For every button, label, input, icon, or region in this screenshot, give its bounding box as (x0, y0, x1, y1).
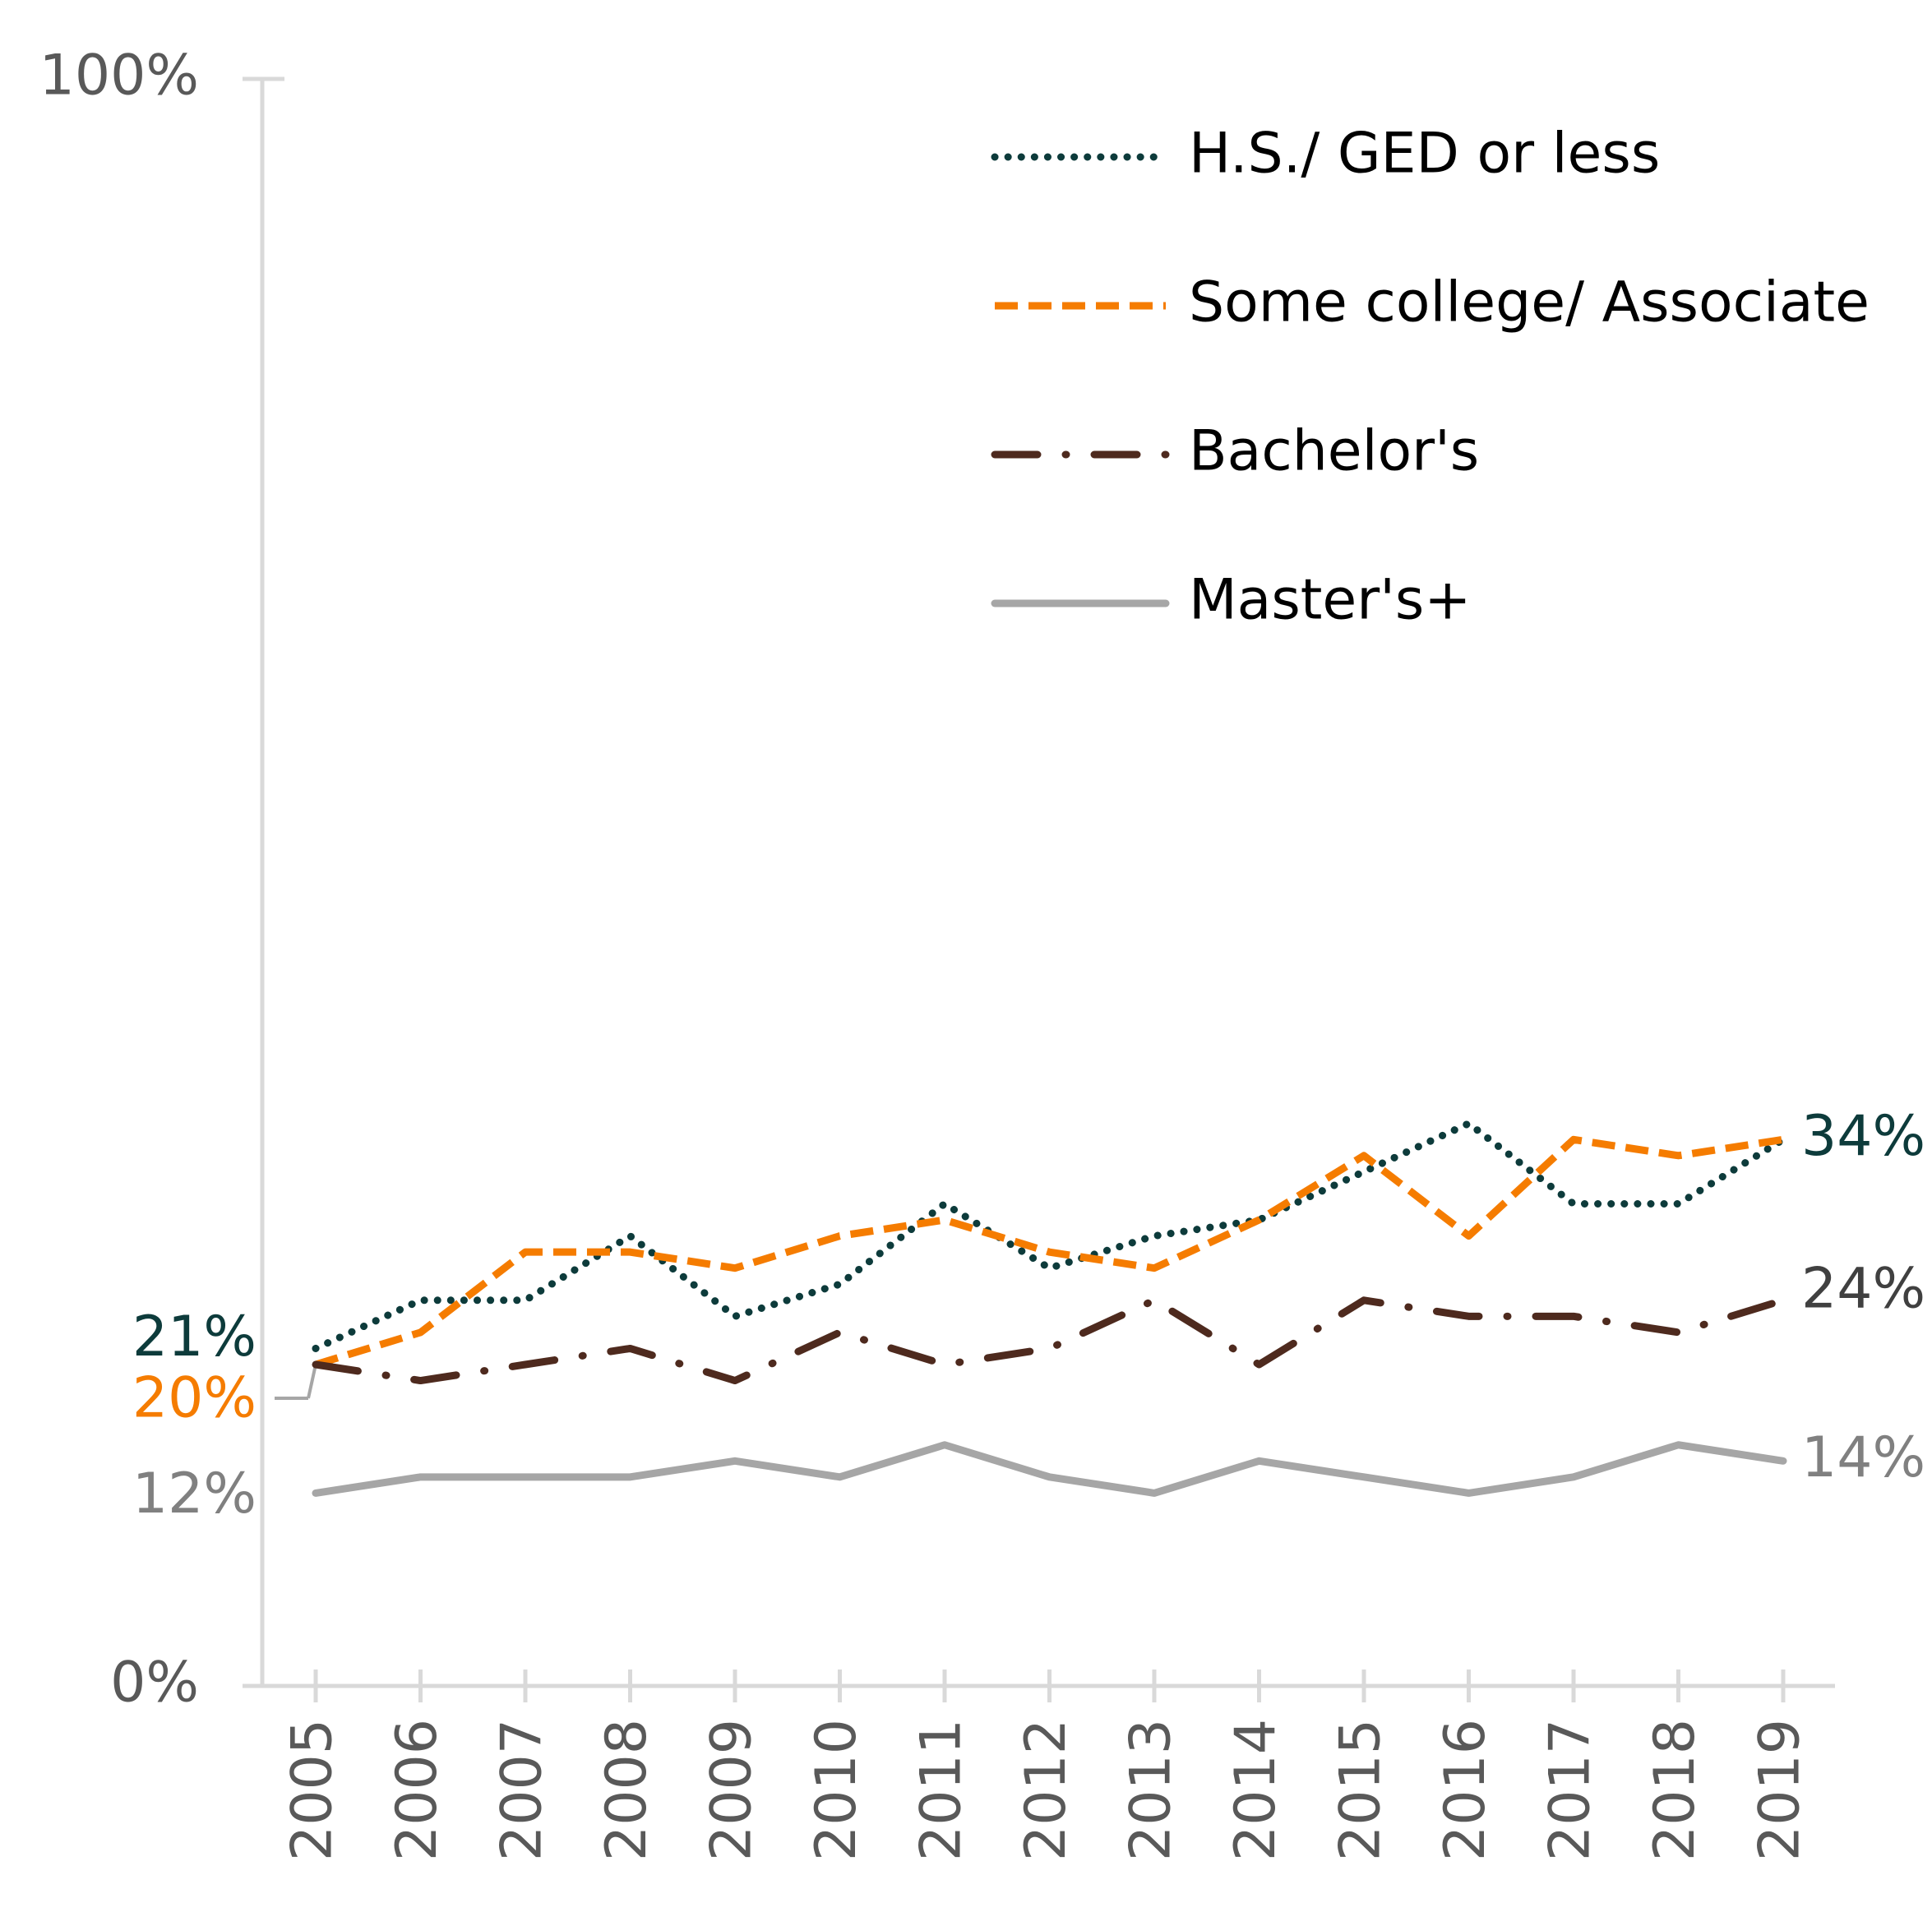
series-line (312, 1296, 1787, 1385)
data-label: 21% (132, 1305, 257, 1369)
series-line (312, 1120, 1787, 1352)
x-tick-label: 2016 (1433, 1719, 1498, 1861)
x-tick-label: 2008 (594, 1719, 659, 1861)
x-tick-label: 2014 (1223, 1719, 1288, 1861)
x-tick-label: 2017 (1538, 1719, 1603, 1861)
x-tick-label: 2009 (700, 1719, 765, 1861)
legend-label: Master's+ (1189, 568, 1471, 633)
leader-line (307, 1364, 317, 1399)
data-label: 14% (1801, 1425, 1925, 1490)
x-tick-label: 2013 (1119, 1719, 1184, 1861)
series-line (314, 1135, 1784, 1369)
data-label: 20% (132, 1366, 257, 1431)
x-tick-label: 2011 (909, 1719, 974, 1861)
data-label: 12% (132, 1462, 257, 1526)
x-tick-label: 2010 (804, 1719, 869, 1861)
data-label: 34% (1801, 1104, 1925, 1169)
x-tick-label: 2007 (490, 1719, 555, 1861)
y-tick-label: 100% (39, 44, 199, 109)
series-line (312, 1441, 1787, 1497)
x-tick-label: 2015 (1329, 1719, 1394, 1861)
y-tick-label: 0% (110, 1651, 199, 1716)
legend-label: Some college/ Associate (1189, 270, 1870, 335)
x-tick-label: 2005 (280, 1719, 345, 1861)
data-label: 24% (1801, 1256, 1925, 1321)
x-tick-label: 2019 (1748, 1719, 1813, 1861)
legend-label: Bachelor's (1189, 419, 1479, 484)
x-tick-label: 2006 (385, 1719, 450, 1861)
x-tick-label: 2012 (1014, 1719, 1079, 1861)
x-tick-label: 2018 (1643, 1719, 1708, 1861)
legend-label: H.S./ GED or less (1189, 122, 1660, 187)
